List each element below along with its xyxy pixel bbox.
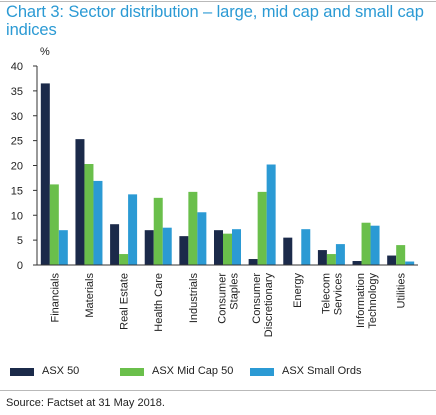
x-tick-label: ConsumerDiscretionary [251, 273, 275, 338]
bar [326, 254, 336, 265]
bar [179, 236, 189, 265]
x-tick-label: Real Estate [119, 273, 131, 330]
bar [84, 164, 94, 265]
bar [49, 184, 59, 265]
legend-label: ASX 50 [42, 365, 80, 377]
y-tick-label: 5 [17, 235, 23, 247]
legend-swatch [10, 368, 34, 376]
bar [317, 250, 327, 265]
bar [257, 191, 267, 265]
x-tick-label: Energy [292, 273, 304, 308]
bar [232, 229, 241, 265]
y-tick-label: 15 [11, 185, 23, 197]
bar [162, 227, 172, 265]
legend-swatch [250, 368, 274, 376]
x-tick-label: ConsumerStaples [217, 273, 241, 324]
bar [361, 222, 371, 265]
bar [214, 230, 223, 265]
bar [266, 164, 276, 265]
x-tick-label: TelecomServices [320, 273, 344, 316]
bar [119, 254, 129, 265]
bar [387, 255, 397, 265]
top-rule [0, 1, 436, 2]
x-tick-label: InformationTechnology [355, 273, 379, 329]
bottom-rule [0, 390, 436, 391]
bar [153, 197, 163, 265]
x-tick-label: Health Care [153, 273, 165, 332]
bar [248, 259, 258, 265]
y-axis-label: % [40, 46, 50, 58]
source-note: Source: Factset at 31 May 2018. [6, 397, 165, 409]
y-tick-label: 40 [11, 61, 23, 73]
bar [40, 83, 50, 265]
bar [283, 237, 293, 265]
bar [144, 230, 154, 265]
legend-label: ASX Small Ords [282, 365, 362, 377]
bar [93, 180, 103, 265]
bar [223, 233, 232, 265]
bar [75, 139, 85, 265]
bar [396, 245, 406, 265]
bar [197, 212, 207, 265]
bar [370, 225, 380, 265]
bar [188, 191, 198, 265]
bar [58, 230, 68, 265]
bar [110, 224, 120, 265]
legend: ASX 50 ASX Mid Cap 50 ASX Small Ords [0, 365, 436, 379]
y-tick-label: 30 [11, 111, 23, 123]
x-tick-label: Materials [84, 273, 96, 318]
legend-swatch [120, 368, 144, 376]
y-tick-label: 0 [17, 260, 23, 272]
bar [128, 194, 138, 265]
x-tick-label: Utilities [396, 273, 408, 309]
legend-label: ASX Mid Cap 50 [152, 365, 234, 377]
bar [335, 244, 345, 265]
y-tick-label: 20 [11, 161, 23, 173]
x-tick-label: Financials [49, 273, 61, 323]
y-tick-label: 25 [11, 136, 23, 148]
bar [301, 229, 311, 265]
y-tick-label: 35 [11, 86, 23, 98]
bar [405, 261, 415, 265]
y-tick-label: 10 [11, 210, 23, 222]
bar [352, 261, 362, 265]
bar-chart: % 0 5 10 15 20 25 30 35 40 Financials Materials Real… [11, 46, 418, 338]
x-tick-label: Industrials [188, 273, 200, 324]
chart-title: Chart 3: Sector distribution – large, mi… [6, 3, 424, 39]
